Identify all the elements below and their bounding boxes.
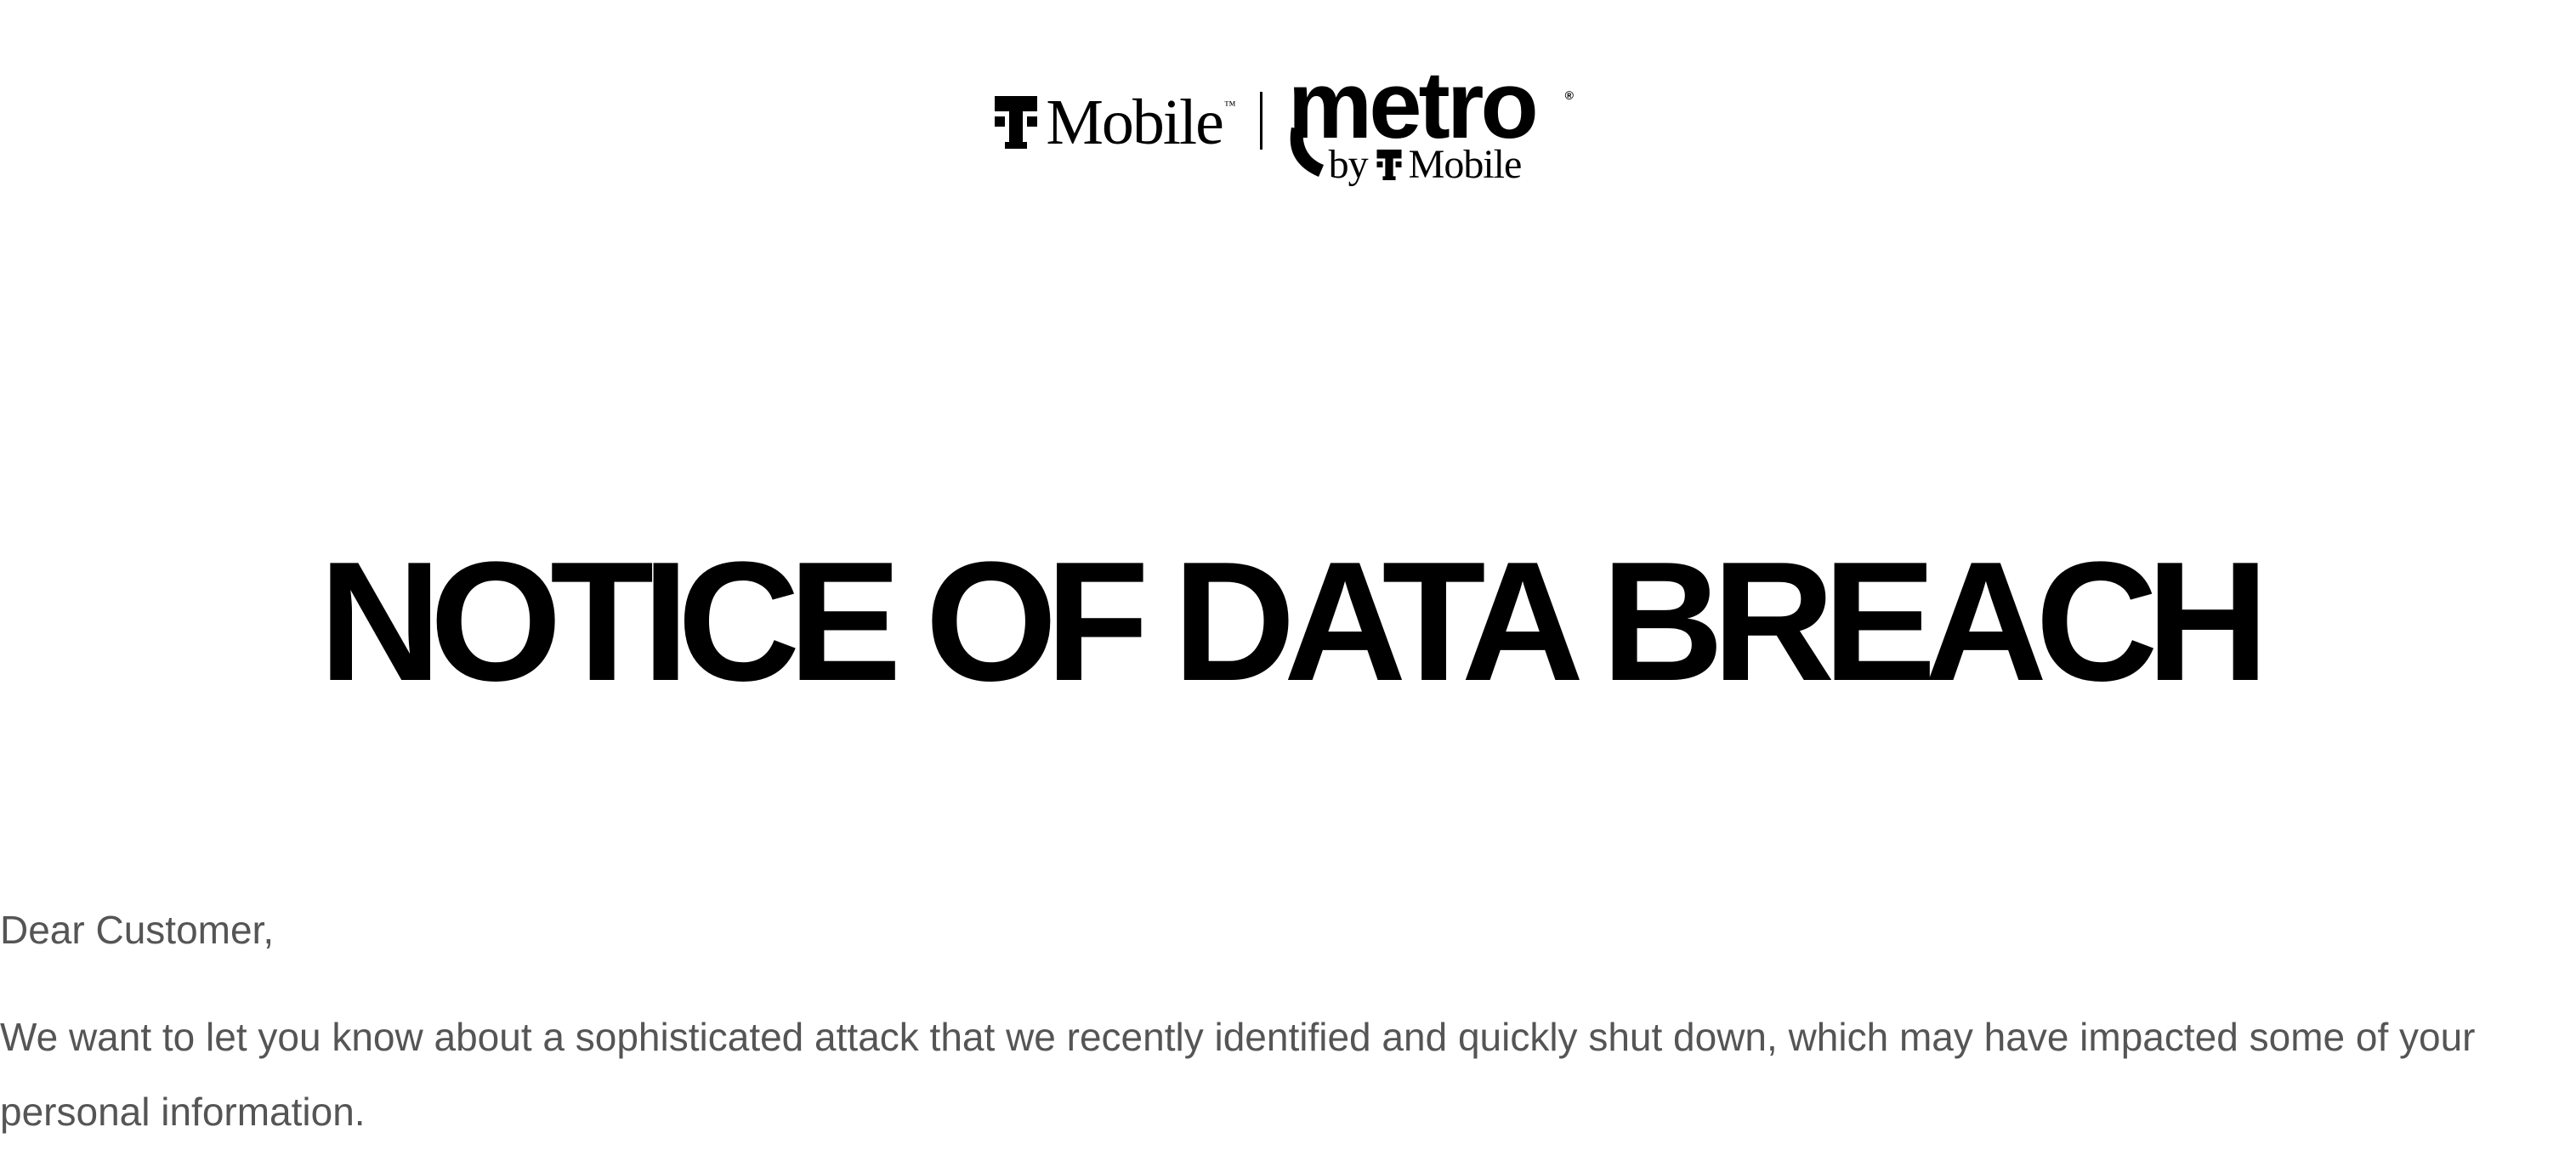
brand-logos: Mobile ™ metro ® by Mobile bbox=[995, 58, 1581, 195]
notice-paragraph: We want to let you know about a sophisti… bbox=[0, 1015, 2476, 1134]
t-mobile-t-icon bbox=[995, 96, 1038, 149]
metro-byline: by Mobile bbox=[1328, 142, 1523, 187]
metro-swoosh-icon bbox=[1290, 127, 1324, 177]
t-mobile-logo: Mobile ™ bbox=[995, 87, 1236, 158]
greeting-text: Dear Customer, bbox=[0, 908, 275, 952]
t-mobile-t-small-icon bbox=[1376, 150, 1402, 180]
logo-divider bbox=[1259, 92, 1262, 150]
registered-mark: ® bbox=[1564, 88, 1574, 102]
t-mobile-wordmark: Mobile ™ bbox=[1046, 87, 1235, 158]
header: Mobile ™ metro ® by Mobile bbox=[0, 58, 2576, 204]
page-title: NOTICE OF DATA BREACH bbox=[319, 527, 2269, 716]
metro-wordmark: metro bbox=[1287, 52, 1539, 158]
metro-logo: metro ® by Mobile bbox=[1288, 58, 1581, 195]
